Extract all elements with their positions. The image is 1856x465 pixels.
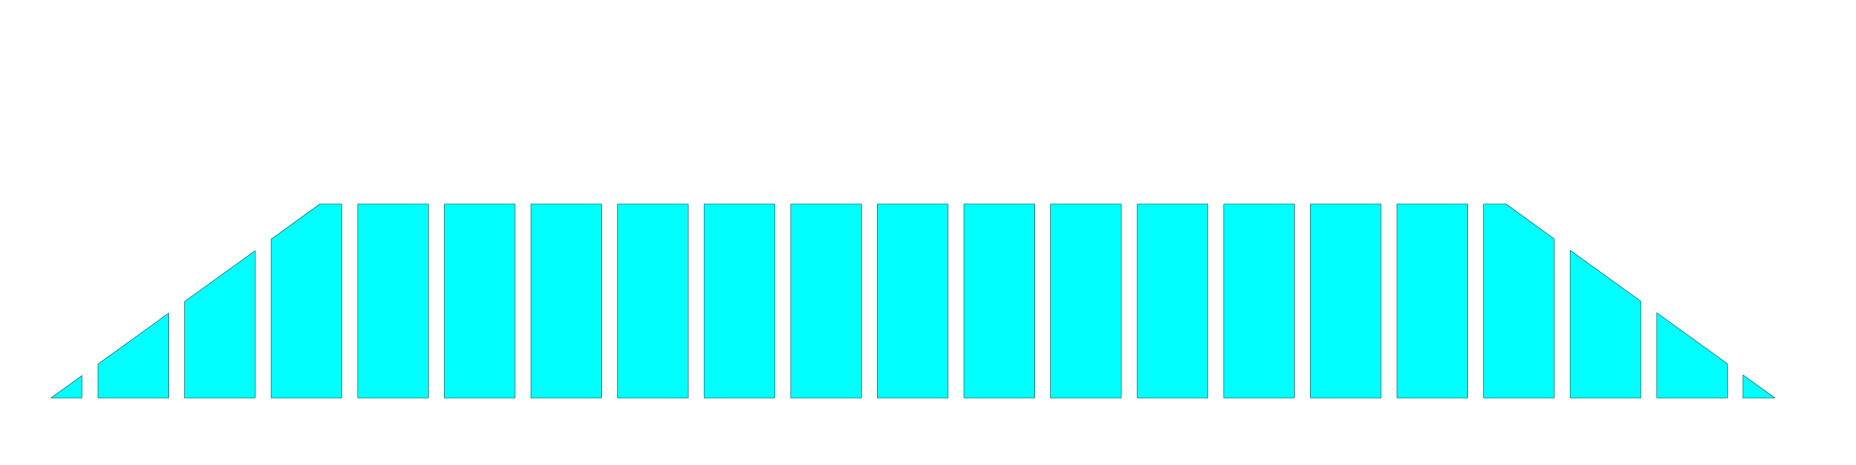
segment-6 — [443, 203, 516, 399]
segment-10 — [790, 203, 862, 399]
segment-3 — [184, 250, 256, 399]
segments-group — [50, 203, 1776, 399]
segment-21 — [1742, 374, 1776, 399]
segment-8 — [617, 203, 689, 399]
segment-2 — [97, 312, 170, 399]
segment-17 — [1396, 203, 1468, 399]
segment-19 — [1569, 249, 1642, 399]
segment-15 — [1223, 203, 1295, 399]
segment-12 — [963, 203, 1035, 399]
segment-1 — [50, 375, 83, 399]
segment-16 — [1310, 203, 1382, 399]
segment-18 — [1483, 203, 1555, 399]
segment-11 — [877, 203, 949, 399]
segment-4 — [270, 203, 343, 399]
segment-13 — [1050, 203, 1122, 399]
segment-9 — [703, 203, 776, 399]
segment-20 — [1656, 312, 1728, 399]
segment-14 — [1136, 203, 1209, 399]
segment-7 — [530, 203, 602, 399]
segment-5 — [357, 203, 429, 399]
